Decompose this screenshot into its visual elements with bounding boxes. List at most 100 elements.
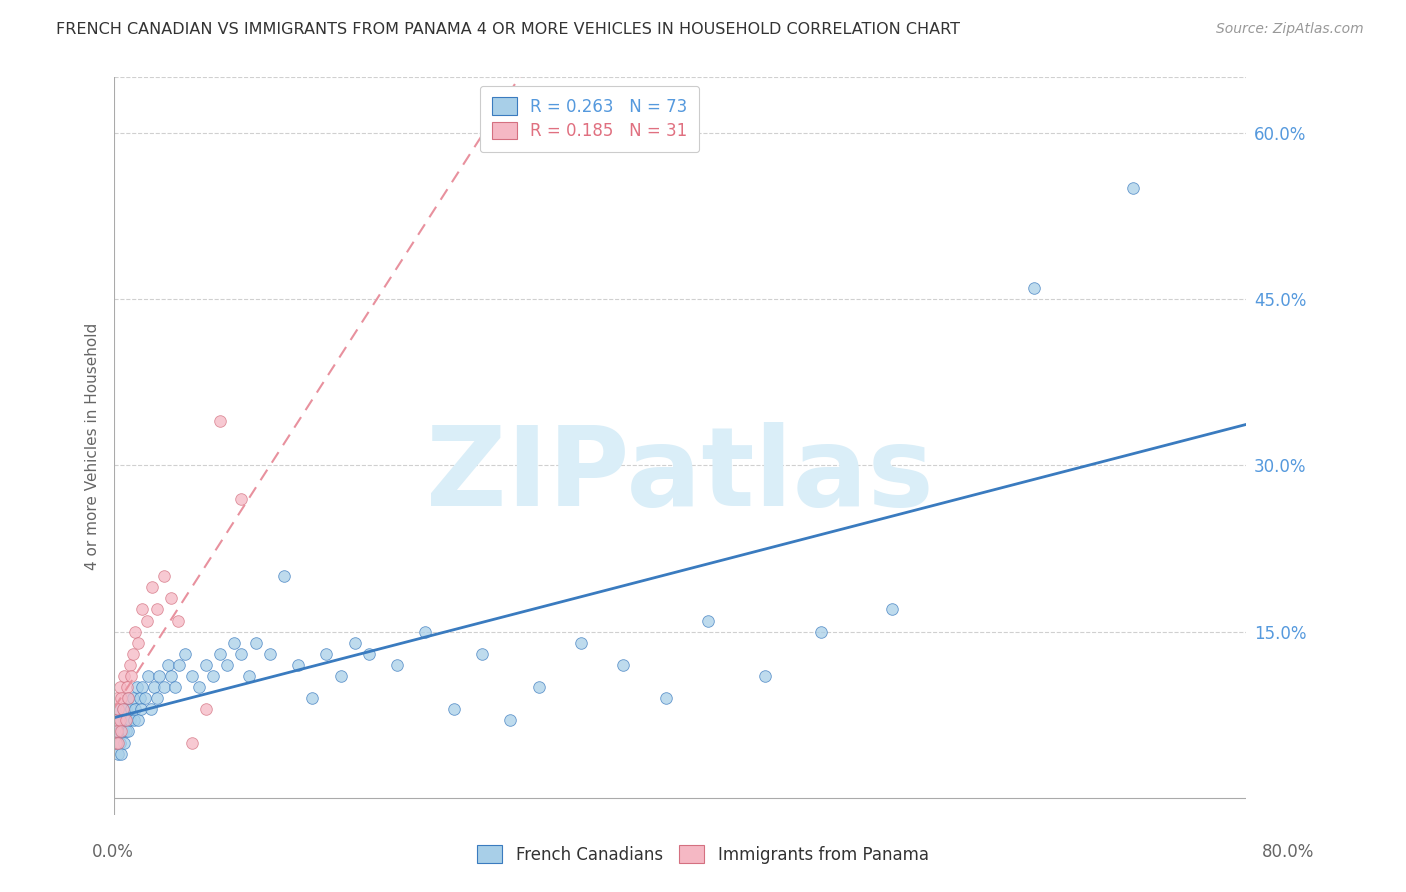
- Point: [121, 691, 143, 706]
- Point: [107, 735, 129, 749]
- Point: [111, 702, 134, 716]
- Point: [125, 680, 148, 694]
- Point: [115, 714, 138, 728]
- Point: [111, 702, 134, 716]
- Point: [111, 724, 134, 739]
- Text: 80.0%: 80.0%: [1263, 843, 1315, 861]
- Point: [209, 414, 232, 428]
- Point: [114, 724, 136, 739]
- Point: [107, 702, 129, 716]
- Point: [697, 614, 720, 628]
- Point: [107, 747, 129, 761]
- Point: [110, 714, 132, 728]
- Point: [112, 669, 135, 683]
- Point: [195, 702, 218, 716]
- Point: [499, 714, 522, 728]
- Point: [159, 591, 181, 606]
- Point: [167, 657, 190, 672]
- Point: [134, 691, 156, 706]
- Point: [181, 669, 204, 683]
- Point: [136, 669, 159, 683]
- Point: [152, 569, 174, 583]
- Point: [163, 680, 186, 694]
- Point: [135, 614, 157, 628]
- Point: [127, 714, 149, 728]
- Point: [107, 702, 129, 716]
- Point: [612, 657, 634, 672]
- Point: [104, 714, 127, 728]
- Point: [259, 647, 281, 661]
- Point: [142, 680, 165, 694]
- Point: [810, 624, 832, 639]
- Text: 0.0%: 0.0%: [91, 843, 134, 861]
- Point: [117, 724, 139, 739]
- Point: [148, 669, 170, 683]
- Point: [112, 714, 135, 728]
- Point: [139, 702, 162, 716]
- Point: [117, 691, 139, 706]
- Text: FRENCH CANADIAN VS IMMIGRANTS FROM PANAMA 4 OR MORE VEHICLES IN HOUSEHOLD CORREL: FRENCH CANADIAN VS IMMIGRANTS FROM PANAM…: [56, 22, 960, 37]
- Legend: R = 0.263   N = 73, R = 0.185   N = 31: R = 0.263 N = 73, R = 0.185 N = 31: [479, 86, 699, 153]
- Point: [195, 657, 218, 672]
- Point: [108, 735, 131, 749]
- Point: [655, 691, 678, 706]
- Point: [217, 657, 239, 672]
- Point: [287, 657, 309, 672]
- Point: [127, 636, 149, 650]
- Point: [129, 702, 152, 716]
- Point: [120, 669, 142, 683]
- Point: [118, 714, 141, 728]
- Point: [238, 669, 260, 683]
- Point: [108, 714, 131, 728]
- Y-axis label: 4 or more Vehicles in Household: 4 or more Vehicles in Household: [86, 322, 100, 570]
- Point: [120, 702, 142, 716]
- Point: [118, 657, 141, 672]
- Point: [128, 691, 150, 706]
- Point: [188, 680, 211, 694]
- Point: [343, 636, 366, 650]
- Point: [245, 636, 267, 650]
- Point: [159, 669, 181, 683]
- Point: [569, 636, 592, 650]
- Point: [110, 724, 132, 739]
- Point: [110, 691, 132, 706]
- Point: [329, 669, 352, 683]
- Point: [141, 580, 163, 594]
- Point: [1122, 181, 1144, 195]
- Point: [1022, 281, 1045, 295]
- Point: [114, 702, 136, 716]
- Point: [301, 691, 323, 706]
- Legend: French Canadians, Immigrants from Panama: French Canadians, Immigrants from Panama: [471, 838, 935, 871]
- Point: [385, 657, 408, 672]
- Point: [131, 602, 153, 616]
- Point: [754, 669, 776, 683]
- Point: [108, 680, 131, 694]
- Point: [104, 724, 127, 739]
- Point: [105, 691, 128, 706]
- Point: [882, 602, 904, 616]
- Point: [357, 647, 380, 661]
- Point: [443, 702, 465, 716]
- Point: [105, 724, 128, 739]
- Point: [115, 680, 138, 694]
- Point: [527, 680, 550, 694]
- Point: [471, 647, 494, 661]
- Point: [145, 602, 167, 616]
- Text: ZIPatlas: ZIPatlas: [426, 422, 934, 529]
- Point: [124, 702, 146, 716]
- Point: [231, 647, 253, 661]
- Point: [202, 669, 225, 683]
- Point: [174, 647, 197, 661]
- Point: [209, 647, 232, 661]
- Point: [105, 735, 128, 749]
- Point: [273, 569, 295, 583]
- Point: [110, 747, 132, 761]
- Point: [152, 680, 174, 694]
- Point: [231, 491, 253, 506]
- Point: [415, 624, 437, 639]
- Point: [181, 735, 204, 749]
- Point: [224, 636, 246, 650]
- Point: [108, 724, 131, 739]
- Text: Source: ZipAtlas.com: Source: ZipAtlas.com: [1216, 22, 1364, 37]
- Point: [114, 714, 136, 728]
